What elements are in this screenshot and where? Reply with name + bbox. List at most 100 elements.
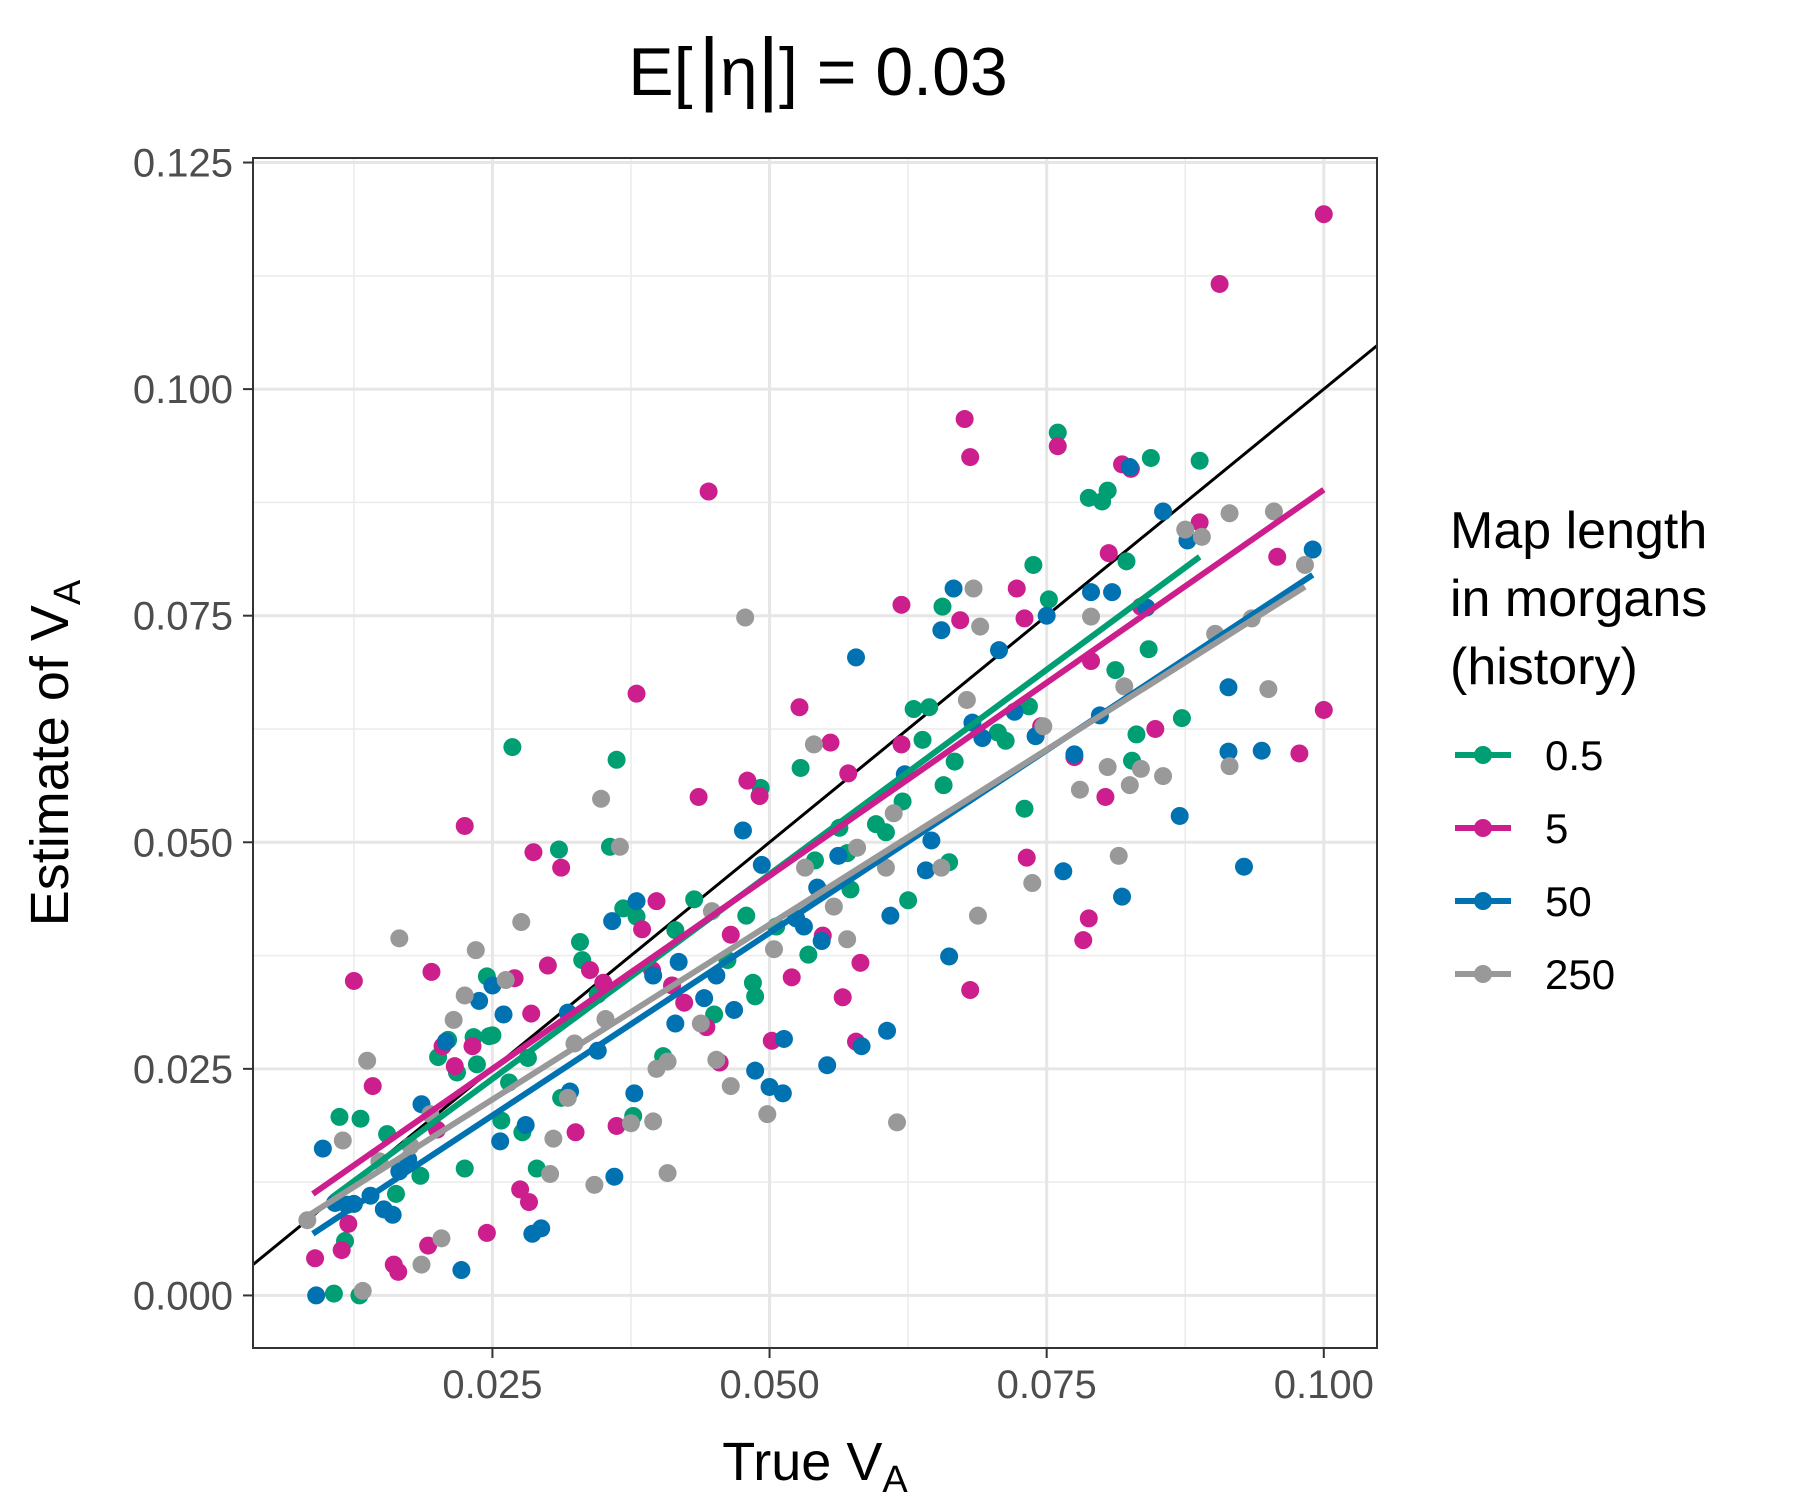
data-point-50: [494, 1005, 513, 1024]
data-point-0.5: [899, 891, 918, 910]
legend-key-point-5: [1474, 819, 1492, 837]
fit-line-5: [311, 487, 1326, 1197]
data-point-5: [552, 858, 571, 877]
data-point-50: [1113, 887, 1132, 906]
data-point-250: [658, 1164, 677, 1183]
y-tick-label: 0.050: [133, 821, 233, 865]
data-point-50: [666, 1014, 685, 1033]
data-point-50: [944, 579, 963, 598]
data-point-5: [1015, 609, 1034, 628]
data-point-250: [358, 1051, 377, 1070]
data-point-50: [625, 1084, 644, 1103]
x-tick-label: 0.100: [1274, 1363, 1374, 1407]
y-tick-label: 0.125: [133, 142, 233, 186]
data-point-0.5: [411, 1166, 430, 1185]
data-point-250: [1220, 504, 1239, 523]
data-point-0.5: [571, 932, 590, 951]
data-point-50: [516, 1116, 535, 1135]
data-point-0.5: [913, 730, 932, 749]
data-point-250: [964, 579, 983, 598]
x-tick-label: 0.050: [719, 1363, 819, 1407]
data-point-50: [605, 1167, 624, 1186]
data-point-5: [538, 956, 557, 975]
data-point-250: [585, 1175, 604, 1194]
data-point-5: [445, 1057, 464, 1076]
data-point-5: [520, 1193, 539, 1212]
data-point-50: [733, 821, 752, 840]
data-point-5: [633, 920, 652, 939]
data-point-250: [838, 930, 857, 949]
data-point-0.5: [330, 1107, 349, 1126]
data-point-250: [1154, 767, 1173, 786]
data-point-250: [1120, 776, 1139, 795]
data-point-0.5: [1141, 448, 1160, 467]
legend-title-line-3: (history): [1450, 638, 1638, 696]
data-point-0.5: [933, 597, 952, 616]
data-point-50: [746, 1061, 765, 1080]
data-point-50: [774, 1029, 793, 1048]
data-point-5: [1190, 513, 1209, 532]
data-point-250: [1023, 874, 1042, 893]
data-point-250: [496, 971, 515, 990]
data-point-250: [824, 897, 843, 916]
data-point-5: [892, 735, 911, 754]
data-point-250: [1264, 502, 1283, 521]
data-point-50: [470, 991, 489, 1010]
data-point-50: [1154, 502, 1173, 521]
data-point-250: [512, 913, 531, 932]
data-point-50: [1103, 583, 1122, 602]
data-point-5: [1099, 544, 1118, 563]
data-point-0.5: [996, 731, 1015, 750]
data-point-50: [818, 1056, 837, 1075]
data-point-5: [511, 1180, 530, 1199]
data-point-250: [968, 906, 987, 925]
data-point-5: [839, 764, 858, 783]
data-point-5: [422, 962, 441, 981]
data-point-250: [758, 1105, 777, 1124]
data-point-0.5: [904, 700, 923, 719]
data-point-50: [881, 906, 900, 925]
data-point-250: [1082, 607, 1101, 626]
data-point-50: [627, 892, 646, 911]
y-tick-label: 0.025: [133, 1048, 233, 1092]
data-point-50: [1303, 540, 1322, 559]
x-tick-label: 0.075: [997, 1363, 1097, 1407]
data-point-250: [1115, 677, 1134, 696]
data-point-5: [721, 925, 740, 944]
data-point-50: [644, 966, 663, 985]
data-point-250: [592, 789, 611, 808]
data-point-250: [736, 608, 755, 627]
data-point-5: [1074, 931, 1093, 950]
data-point-50: [1252, 741, 1271, 760]
data-point-0.5: [614, 899, 633, 918]
data-point-50: [852, 1037, 871, 1056]
data-point-50: [812, 932, 831, 951]
data-point-5: [1079, 909, 1098, 928]
y-tick-label: 0.100: [133, 368, 233, 412]
plot-panel-border: [252, 157, 1378, 1349]
fit-line-250: [302, 584, 1307, 1221]
data-point-250: [971, 617, 990, 636]
data-point-0.5: [876, 823, 895, 842]
data-point-5: [821, 733, 840, 752]
data-point-250: [1220, 757, 1239, 776]
data-point-5: [1210, 274, 1229, 293]
data-point-5: [1314, 700, 1333, 719]
data-point-5: [332, 1241, 351, 1260]
data-point-5: [738, 771, 757, 790]
data-point-250: [558, 1088, 577, 1107]
data-point-250: [658, 1052, 677, 1071]
data-point-50: [847, 648, 866, 667]
data-point-0.5: [483, 1026, 502, 1045]
data-point-50: [383, 1205, 402, 1224]
data-point-5: [1096, 787, 1115, 806]
x-tick-label: 0.025: [442, 1363, 542, 1407]
legend-key-point-250: [1474, 965, 1492, 983]
data-point-250: [1131, 759, 1150, 778]
data-point-5: [699, 482, 718, 501]
legend-label-0.5: 0.5: [1545, 732, 1603, 779]
data-point-5: [306, 1249, 325, 1268]
data-point-0.5: [737, 906, 756, 925]
data-point-5: [1314, 205, 1333, 224]
legend-key-point-0.5: [1474, 746, 1492, 764]
